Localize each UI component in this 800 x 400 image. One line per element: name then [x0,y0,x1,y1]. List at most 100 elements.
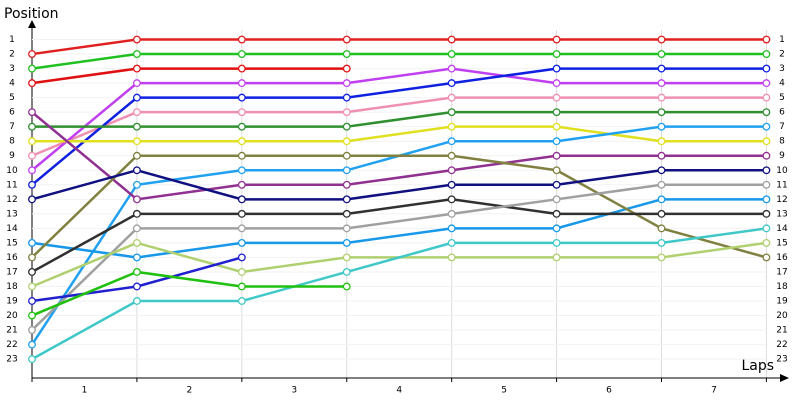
point [447,166,456,175]
point [552,151,561,160]
point [132,93,141,102]
y-tick-label-right: 18 [776,282,788,292]
point [342,122,351,131]
point [657,35,666,44]
x-axis-label: Laps [741,358,774,374]
point [762,195,771,204]
point [237,282,246,291]
point [762,64,771,73]
series-line [31,154,767,259]
y-tick-label: 14 [6,224,18,234]
point [342,108,351,117]
series-line [31,198,767,274]
point [237,209,246,218]
y-tick-label: 12 [6,195,17,205]
point [447,195,456,204]
point [132,253,141,262]
point [132,35,141,44]
x-axis-arrow [780,374,789,382]
series-line [32,110,767,128]
point [657,253,666,262]
point [552,79,561,88]
y-tick-label: 4 [9,79,15,89]
point [552,137,561,146]
y-tick-label-right: 23 [776,355,787,365]
point [762,253,771,262]
point [762,50,771,59]
point [552,195,561,204]
y-tick-label-right: 12 [776,195,787,205]
series-line [31,67,347,85]
point [132,238,141,247]
point [342,137,351,146]
point [28,79,36,88]
point [552,93,561,102]
series-line [31,183,767,331]
point [237,35,246,44]
point [132,64,141,73]
point [657,108,666,117]
point [237,64,246,73]
x-tick-label: 2 [187,386,193,396]
point [342,282,351,291]
point [342,151,351,160]
point [237,297,246,305]
x-tick-label: 1 [82,386,88,396]
point [132,268,141,276]
point [762,180,771,189]
point [28,282,36,291]
point [237,151,246,160]
point [447,224,456,233]
y-tick-label: 3 [9,64,15,74]
point [762,166,771,175]
y-tick-label-right: 17 [776,267,787,277]
y-tick-label: 7 [9,122,15,132]
point [237,137,246,146]
point [552,108,561,117]
point [657,180,666,189]
series-line [32,125,767,143]
point [132,151,141,160]
point [237,180,246,189]
point [237,238,246,247]
x-tick-label: 7 [711,386,717,396]
point [28,340,36,349]
point [28,238,36,247]
y-tick-label-right: 21 [776,326,787,336]
point [657,224,666,233]
point [342,180,351,189]
point [132,195,141,204]
point [552,224,561,233]
x-tick-label: 6 [606,386,612,396]
series-line [31,227,767,361]
point [28,122,36,131]
y-tick-label: 22 [6,340,17,350]
y-tick-label: 10 [6,166,18,176]
point [28,253,36,262]
point [447,122,456,131]
y-tick-label-right: 8 [779,137,785,147]
point [447,209,456,218]
point [447,108,456,117]
series-line [31,67,767,172]
point [657,151,666,160]
point [28,50,36,59]
point [447,64,456,73]
y-tick-label-right: 4 [779,79,785,89]
x-tick-label: 4 [396,386,402,396]
series-line [31,168,767,201]
y-tick-label: 19 [6,297,18,307]
point [132,282,141,291]
point [447,93,456,102]
point [552,50,561,59]
point [657,50,666,59]
y-tick-label: 8 [9,137,15,147]
point [657,166,666,175]
point [657,209,666,218]
y-tick-label: 13 [6,209,17,219]
point [28,108,36,117]
series-line [31,241,767,288]
point [762,209,771,218]
